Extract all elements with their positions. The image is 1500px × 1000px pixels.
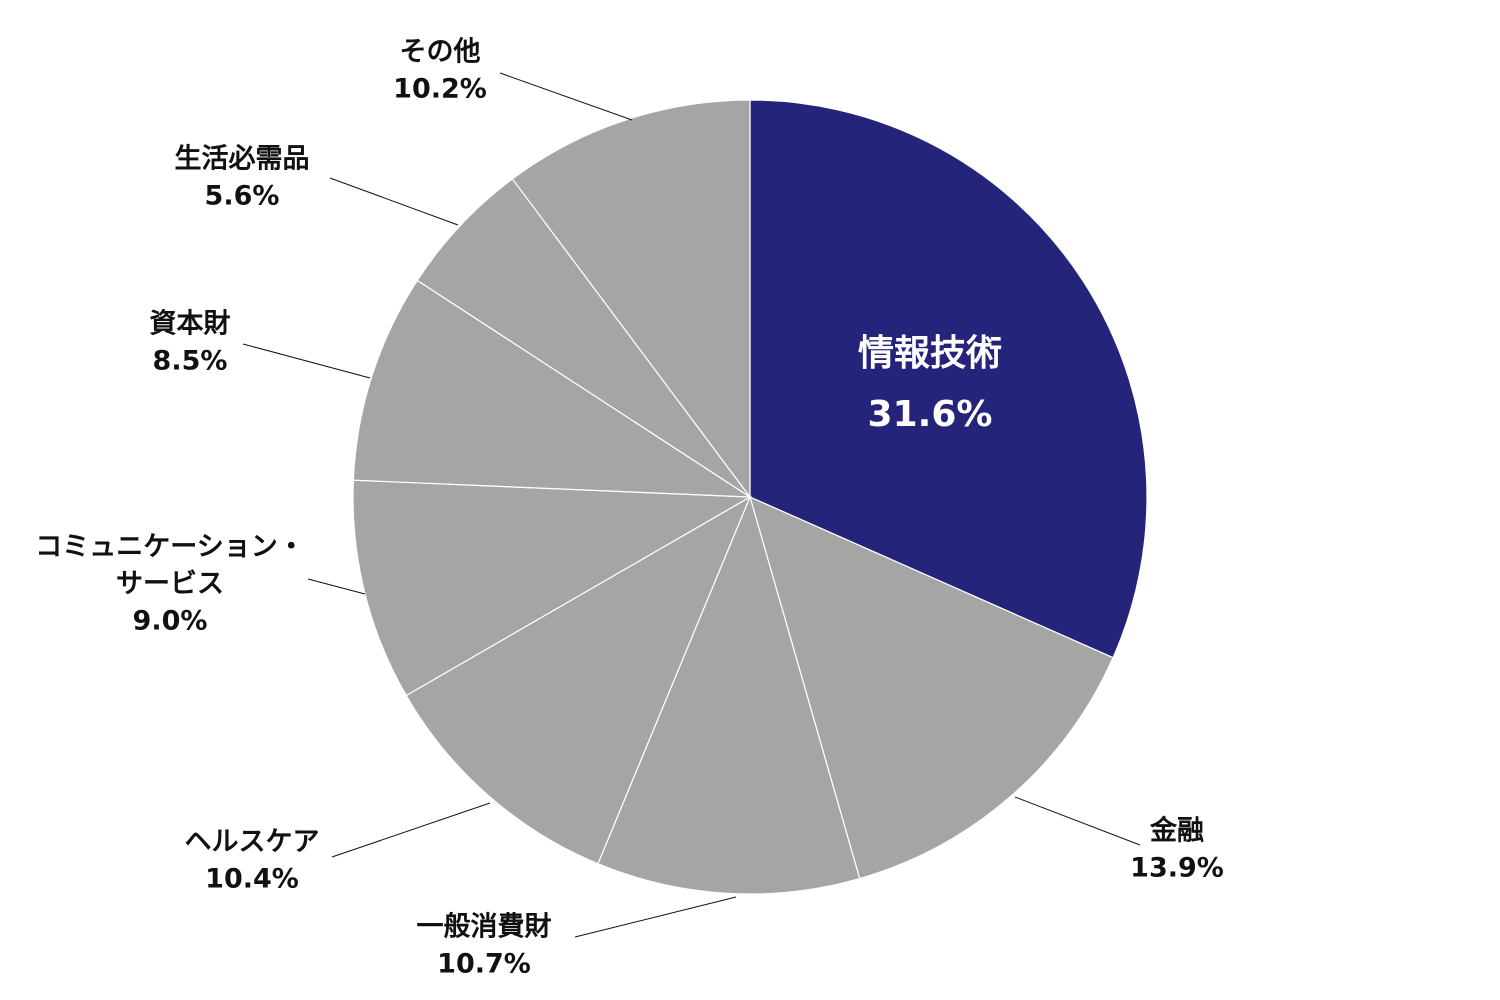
- leader-line: [242, 343, 371, 379]
- slice-label: 資本財: [150, 309, 231, 340]
- slice-value-label: 31.6%: [868, 394, 993, 435]
- leader-line: [499, 72, 633, 121]
- slice-label: その他: [400, 37, 481, 68]
- pie-slice: [352, 279, 753, 498]
- leader-lines: [242, 72, 1141, 938]
- slice-value-label: 10.7%: [437, 949, 531, 980]
- pie-slice: [597, 495, 861, 895]
- pie-slice: [416, 178, 751, 498]
- pie-slices: [352, 99, 1148, 895]
- slice-label: 金融: [1149, 815, 1204, 847]
- slice-label: 情報技術: [858, 333, 1002, 374]
- slice-value-label: 10.2%: [393, 74, 487, 105]
- pie-slice: [749, 99, 1148, 659]
- leader-line: [574, 896, 737, 938]
- slice-label: 一般消費財: [417, 911, 552, 943]
- slice-label: サービス: [116, 569, 224, 600]
- pie-slice: [511, 99, 751, 499]
- slice-value-label: 8.5%: [153, 346, 228, 377]
- leader-line: [307, 578, 366, 595]
- slice-label: ヘルスケア: [185, 827, 320, 858]
- pie-slice: [352, 479, 753, 697]
- slice-value-label: 10.4%: [205, 864, 299, 895]
- leader-line: [331, 802, 491, 858]
- pie-slice: [405, 495, 752, 865]
- slice-labels: 情報技術 31.6% 金融 13.9% 一般消費財 10.7% ヘルスケア 10.4% コミュニ…: [35, 37, 1224, 980]
- leader-line: [1014, 796, 1141, 846]
- slice-label: 生活必需品: [175, 144, 310, 175]
- leader-line: [329, 177, 459, 226]
- slice-value-label: 13.9%: [1130, 853, 1224, 884]
- slice-value-label: 9.0%: [133, 606, 208, 637]
- slice-label: コミュニケーション・: [35, 532, 304, 563]
- pie-slice: [749, 495, 1114, 880]
- slice-value-label: 5.6%: [205, 181, 280, 212]
